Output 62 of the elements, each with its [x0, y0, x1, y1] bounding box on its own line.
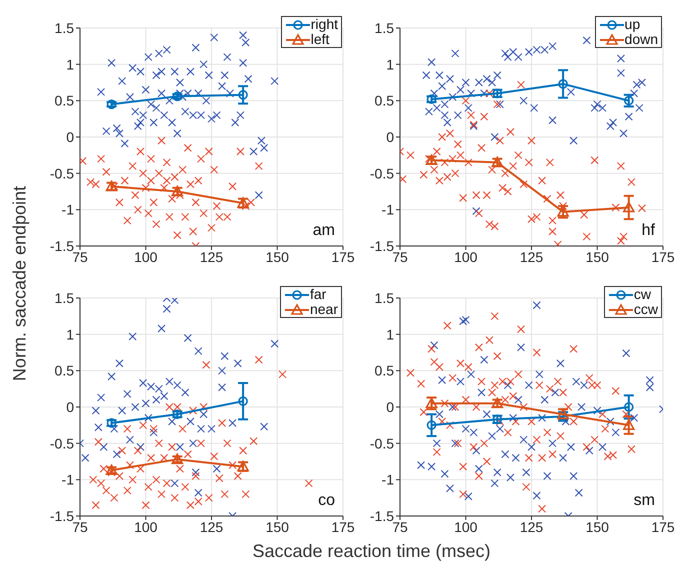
x-tick-label: 175	[651, 518, 675, 535]
y-tick-label: -1	[382, 472, 394, 488]
y-tick-label: 0.5	[374, 92, 394, 109]
x-tick-label: 150	[266, 248, 290, 265]
legend-label: cw	[634, 286, 651, 302]
y-tick-label: 1.5	[374, 290, 394, 306]
y-tick-label: 0	[386, 128, 394, 145]
x-tick-label: 125	[520, 248, 544, 265]
y-tick-label: 1	[66, 326, 74, 342]
y-tick-label: -1	[62, 202, 74, 218]
annotation: co	[318, 492, 335, 510]
y-tick-label: 0	[66, 398, 74, 415]
y-tick-label: 0	[386, 398, 394, 415]
annotation: am	[312, 222, 335, 240]
x-tick-label: 150	[586, 248, 610, 265]
y-axis-title: Norm. saccade endpoint	[10, 184, 30, 384]
x-tick-label: 100	[454, 248, 478, 265]
y-tick-label: 1.5	[54, 290, 74, 306]
y-tick-label: -1	[382, 202, 394, 218]
x-tick-label: 100	[134, 248, 158, 265]
legend-label: right	[310, 16, 338, 32]
legend-label: ccw	[634, 301, 658, 317]
y-tick-label: -0.5	[370, 165, 394, 182]
legend-label: up	[624, 16, 640, 32]
y-tick-label: 1	[386, 326, 394, 342]
y-tick-label: 0.5	[54, 362, 74, 379]
x-tick-label: 75	[72, 248, 88, 265]
y-tick-label: -1.5	[370, 508, 394, 524]
y-tick-label: 1.5	[54, 20, 74, 36]
y-tick-label: 1	[386, 56, 394, 72]
x-axis-title: Saccade reaction time (msec)	[251, 541, 492, 562]
x-tick-label: 175	[331, 248, 355, 265]
x-tick-label: 75	[392, 518, 408, 535]
y-tick-label: -1	[62, 472, 74, 488]
annotation: hf	[642, 222, 655, 240]
x-tick-label: 175	[651, 248, 675, 265]
y-tick-label: 0.5	[374, 362, 394, 379]
x-tick-label: 150	[586, 518, 610, 535]
legend-label: left	[310, 31, 330, 47]
x-tick-label: 75	[72, 518, 88, 535]
y-tick-label: -1.5	[50, 508, 74, 524]
x-tick-label: 150	[266, 518, 290, 535]
y-tick-label: 1.5	[374, 20, 394, 36]
y-tick-label: -1.5	[370, 238, 394, 254]
x-tick-label: 100	[454, 518, 478, 535]
y-tick-label: 0	[66, 128, 74, 145]
y-tick-label: -1.5	[50, 238, 74, 254]
y-tick-label: -0.5	[50, 165, 74, 182]
legend-label: near	[310, 301, 338, 317]
annotation: sm	[634, 492, 655, 510]
y-tick-label: 1	[66, 56, 74, 72]
legend-label: far	[310, 286, 326, 302]
x-tick-label: 175	[331, 518, 355, 535]
y-tick-label: -0.5	[370, 435, 394, 452]
y-tick-label: 0.5	[54, 92, 74, 109]
x-tick-label: 125	[200, 518, 224, 535]
y-tick-label: -0.5	[50, 435, 74, 452]
x-tick-label: 125	[200, 248, 224, 265]
x-tick-label: 75	[392, 248, 408, 265]
x-tick-label: 100	[134, 518, 158, 535]
x-tick-label: 125	[520, 518, 544, 535]
legend-label: down	[624, 31, 658, 47]
